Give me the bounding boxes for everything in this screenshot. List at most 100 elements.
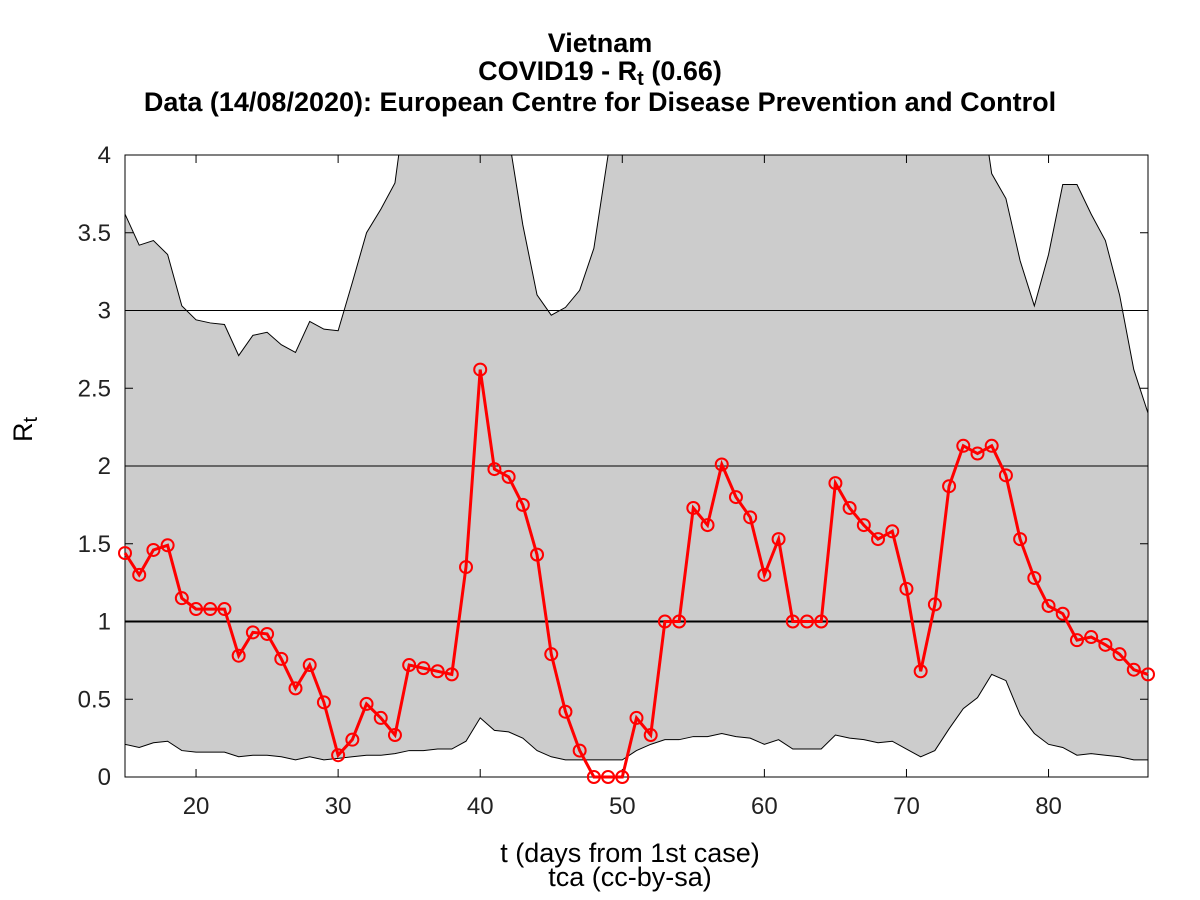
x-tick-label: 40: [467, 793, 494, 820]
rt-data-point: [245, 625, 260, 640]
rt-data-point: [260, 626, 275, 641]
x-tick-label: 80: [1035, 793, 1062, 820]
rt-data-point: [146, 542, 161, 557]
rt-data-point: [515, 497, 530, 512]
rt-data-point: [302, 658, 317, 673]
rt-data-point: [828, 476, 843, 491]
rt-data-point: [387, 728, 402, 743]
rt-data-point: [274, 651, 289, 666]
rt-data-point: [601, 770, 616, 784]
rt-data-point: [288, 681, 303, 696]
rt-data-point: [1055, 606, 1070, 621]
rt-data-point: [970, 446, 985, 461]
rt-data-point: [785, 614, 800, 629]
y-tick-label: 1: [98, 609, 111, 636]
rt-data-point: [629, 710, 644, 725]
rt-data-point: [714, 457, 729, 472]
y-tick-label: 3: [98, 298, 111, 325]
y-tick-label: 2: [98, 453, 111, 480]
chart-title-metric: COVID19 - Rt (0.66): [478, 56, 722, 90]
chart-title-country: Vietnam: [547, 28, 653, 58]
rt-data-point: [800, 614, 814, 629]
rt-data-point: [203, 602, 218, 617]
confidence-band: [125, 155, 1148, 760]
credit-text: tca (cc-by-sa): [548, 862, 712, 892]
rt-data-point: [1084, 630, 1099, 645]
rt-data-point: [899, 581, 914, 596]
rt-data-point: [430, 664, 445, 679]
rt-data-point: [174, 591, 189, 606]
y-tick-label: 2.5: [78, 375, 111, 402]
y-tick-label: 0: [98, 764, 111, 791]
rt-data-point: [913, 664, 928, 679]
y-axis-label: Rt: [8, 416, 42, 442]
x-tick-label: 20: [183, 793, 210, 820]
rt-data-point: [700, 518, 715, 533]
y-tick-label: 1.5: [78, 531, 111, 558]
chart-title-source: Data (14/08/2020): European Centre for D…: [143, 87, 1057, 117]
y-tick-label: 0.5: [78, 686, 111, 713]
rt-data-point: [814, 614, 829, 629]
rt-data-point: [345, 732, 360, 747]
rt-data-point: [231, 648, 246, 663]
rt-data-point: [1141, 667, 1155, 682]
rt-series-line: [123, 369, 1149, 779]
rt-data-point: [331, 748, 346, 763]
rt-data-point: [757, 567, 772, 582]
rt-data-point: [615, 770, 630, 784]
band-upper-edge: [125, 155, 1148, 414]
rt-data-point: [316, 695, 331, 710]
rt-data-point: [487, 462, 502, 477]
rt-data-point: [885, 524, 900, 539]
rt-data-point: [686, 500, 701, 515]
rt-data-point: [473, 362, 488, 377]
rt-data-point: [444, 667, 459, 682]
rt-data-point: [643, 728, 658, 743]
x-tick-label: 50: [609, 793, 636, 820]
rt-data-point: [1069, 633, 1084, 648]
x-tick-label: 60: [751, 793, 778, 820]
rt-data-point: [942, 479, 957, 494]
rt-data-point: [871, 532, 886, 547]
rt-data-point: [743, 510, 758, 525]
x-axis-label: t (days from 1st case): [500, 838, 760, 868]
y-tick-label: 4: [98, 142, 111, 169]
y-tick-label: 3.5: [78, 220, 111, 247]
rt-data-point: [572, 743, 587, 758]
rt-data-point: [927, 597, 942, 612]
rt-data-point: [998, 468, 1013, 483]
rt-data-point: [771, 532, 786, 547]
rt-data-point: [558, 704, 573, 719]
x-tick-label: 70: [893, 793, 920, 820]
rt-data-point: [217, 602, 232, 617]
rt-data-point: [1041, 598, 1056, 613]
rt-data-point: [672, 614, 687, 629]
rt-data-point: [530, 547, 545, 562]
rt-data-point: [956, 438, 971, 453]
rt-data-point: [373, 710, 388, 725]
rt-data-point: [402, 658, 417, 673]
rt-data-point: [416, 661, 431, 676]
rt-data-point: [842, 500, 857, 515]
rt-data-point: [657, 614, 672, 629]
rt-data-point: [501, 469, 516, 484]
rt-data-point: [586, 770, 601, 784]
rt-data-point: [984, 438, 999, 453]
rt-data-point: [1098, 637, 1113, 652]
rt-data-point: [856, 518, 871, 533]
rt-data-point: [728, 490, 743, 505]
x-tick-label: 30: [325, 793, 352, 820]
rt-data-point: [1112, 647, 1127, 662]
rt-data-point: [1027, 570, 1042, 585]
rt-data-point: [544, 647, 559, 662]
rt-data-point: [160, 538, 175, 553]
rt-data-point: [118, 546, 132, 561]
rt-data-point: [189, 602, 204, 617]
rt-data-point: [1013, 532, 1028, 547]
rt-data-point: [459, 560, 473, 575]
rt-data-point: [1126, 662, 1141, 677]
rt-data-point: [359, 696, 374, 711]
band-lower-edge: [125, 673, 1148, 761]
rt-data-point: [132, 567, 147, 582]
